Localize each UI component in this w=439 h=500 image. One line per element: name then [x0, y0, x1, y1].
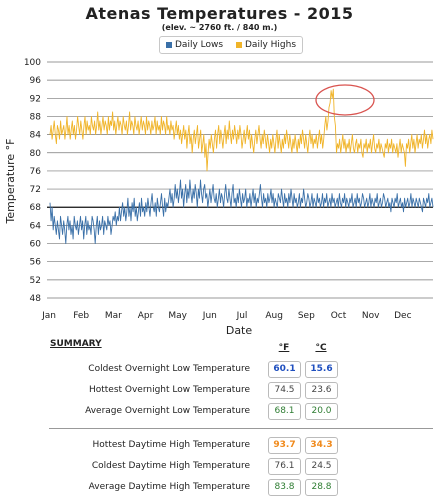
- summary-value-celsius: 20.0: [305, 403, 338, 420]
- y-tick-label: 96: [30, 76, 42, 86]
- y-axis-label: Temperature °F: [4, 138, 17, 224]
- summary-row-label: Coldest Overnight Low Temperature: [88, 364, 250, 374]
- summary-value-celsius: 34.3: [305, 437, 338, 454]
- summary-row-label: Hottest Daytime High Temperature: [92, 440, 250, 450]
- y-tick-label: 72: [30, 185, 41, 195]
- x-tick-label: Jul: [236, 311, 248, 321]
- highlight-ellipse: [315, 84, 375, 116]
- series-line-daily-lows: [49, 179, 434, 244]
- y-axis-ticks: 48 52 56 60 64 68 72 76 80 84 88 92 96 100: [24, 58, 41, 304]
- y-tick-label: 60: [30, 240, 42, 250]
- x-tick-label: Sep: [298, 311, 315, 321]
- x-tick-label: May: [168, 311, 187, 321]
- x-tick-label: Mar: [105, 311, 122, 321]
- x-tick-label: Oct: [331, 311, 347, 321]
- summary-value-celsius: 28.8: [305, 479, 338, 496]
- summary-value-fahrenheit: 60.1: [268, 361, 301, 378]
- summary-value-celsius: 24.5: [305, 458, 338, 475]
- summary-value-fahrenheit: 93.7: [268, 437, 301, 454]
- fahrenheit-header: °F: [278, 343, 290, 353]
- legend-item-highs[interactable]: Daily Highs: [236, 40, 296, 50]
- x-tick-label: Feb: [73, 311, 89, 321]
- series-line-daily-highs: [49, 88, 434, 172]
- y-tick-label: 84: [30, 131, 42, 141]
- x-tick-label: Nov: [362, 311, 380, 321]
- gridlines: [47, 61, 433, 299]
- legend-label-lows: Daily Lows: [175, 40, 224, 50]
- summary-value-fahrenheit: 74.5: [268, 382, 301, 399]
- x-tick-label: Jan: [41, 311, 56, 321]
- x-axis-label: Date: [226, 324, 253, 337]
- summary-value-celsius: 15.6: [305, 361, 338, 378]
- legend-swatch-highs: [236, 41, 242, 48]
- y-tick-label: 92: [30, 94, 41, 104]
- summary-value-fahrenheit: 83.8: [268, 479, 301, 496]
- legend-item-lows[interactable]: Daily Lows: [166, 40, 223, 50]
- y-tick-label: 48: [30, 294, 42, 304]
- chart-title: Atenas Temperatures - 2015: [85, 4, 354, 23]
- y-tick-label: 76: [30, 167, 42, 177]
- legend: Daily Lows Daily Highs: [159, 36, 303, 54]
- y-tick-label: 56: [30, 258, 42, 268]
- y-tick-label: 64: [30, 221, 42, 231]
- summary-row-label: Average Overnight Low Temperature: [85, 406, 250, 416]
- series-lines: [49, 88, 434, 244]
- celsius-header: °C: [315, 343, 327, 353]
- chart-subtitle: (elev. ~ 2760 ft. / 840 m.): [161, 23, 278, 32]
- summary-value-fahrenheit: 76.1: [268, 458, 301, 475]
- y-tick-label: 80: [30, 149, 42, 159]
- summary-row-label: Average Daytime High Temperature: [88, 482, 250, 492]
- summary-title: SUMMARY: [50, 339, 102, 349]
- x-tick-label: Apr: [138, 311, 154, 321]
- summary-row-label: Hottest Overnight Low Temperature: [88, 385, 250, 395]
- y-tick-label: 100: [24, 58, 41, 68]
- legend-swatch-lows: [166, 41, 172, 48]
- x-tick-label: Dec: [394, 311, 411, 321]
- summary-divider: [49, 428, 433, 429]
- x-tick-label: Jun: [202, 311, 217, 321]
- summary-value-fahrenheit: 68.1: [268, 403, 301, 420]
- summary-row-label: Coldest Daytime High Temperature: [91, 461, 250, 471]
- x-axis-ticks: Jan Feb Mar Apr May Jun Jul Aug Sep Oct Nov Dec: [41, 311, 412, 321]
- y-tick-label: 88: [30, 112, 42, 122]
- y-tick-label: 68: [30, 203, 42, 213]
- legend-label-highs: Daily Highs: [245, 40, 297, 50]
- summary-value-celsius: 23.6: [305, 382, 338, 399]
- temperature-chart: 48 52 56 60 64 68 72 76 80 84 88 92 96 100 Jan Feb Mar A…: [4, 58, 434, 337]
- y-tick-label: 52: [30, 276, 41, 286]
- x-tick-label: Aug: [265, 311, 283, 321]
